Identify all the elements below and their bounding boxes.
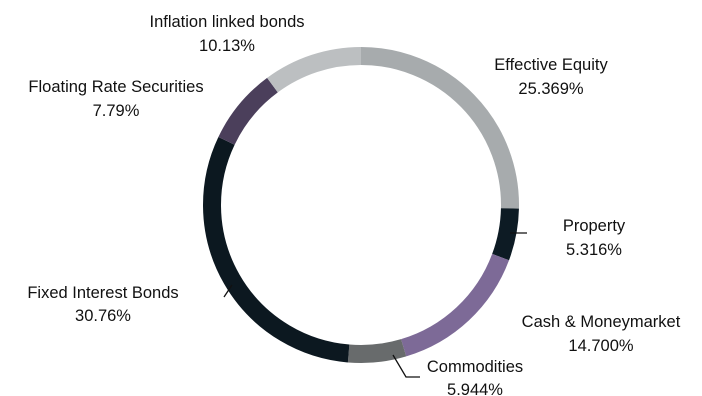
slice-cash-moneymarket [400,253,510,357]
leader-lines [223,232,527,378]
slice-value-label: 14.700% [568,337,633,355]
slice-property [492,207,519,261]
slice-commodities [347,339,407,363]
leader-line [223,284,233,298]
slice-value-label: 5.944% [447,381,503,396]
slice-label: Floating Rate Securities [28,78,203,96]
donut-slices [203,47,519,363]
slice-labels: Effective Equity 25.369% Property 5.316% Cas… [27,13,680,396]
slice-label: Cash & Moneymarket [522,313,681,331]
slice-label: Property [563,217,626,235]
slice-effective-equity [360,47,519,209]
slice-value-label: 7.79% [93,102,140,120]
slice-label: Commodities [427,358,523,376]
slice-value-label: 30.76% [75,307,131,325]
slice-floating-rate-securities [218,77,278,145]
slice-label: Fixed Interest Bonds [27,284,178,302]
slice-fixed-interest-bonds [203,137,350,363]
slice-label: Inflation linked bonds [149,13,304,31]
leader-line [392,354,420,378]
slice-label: Effective Equity [494,56,608,74]
slice-inflation-linked-bonds [267,47,362,93]
slice-value-label: 5.316% [566,241,622,259]
slice-value-label: 25.369% [518,80,583,98]
slice-value-label: 10.13% [199,37,255,55]
